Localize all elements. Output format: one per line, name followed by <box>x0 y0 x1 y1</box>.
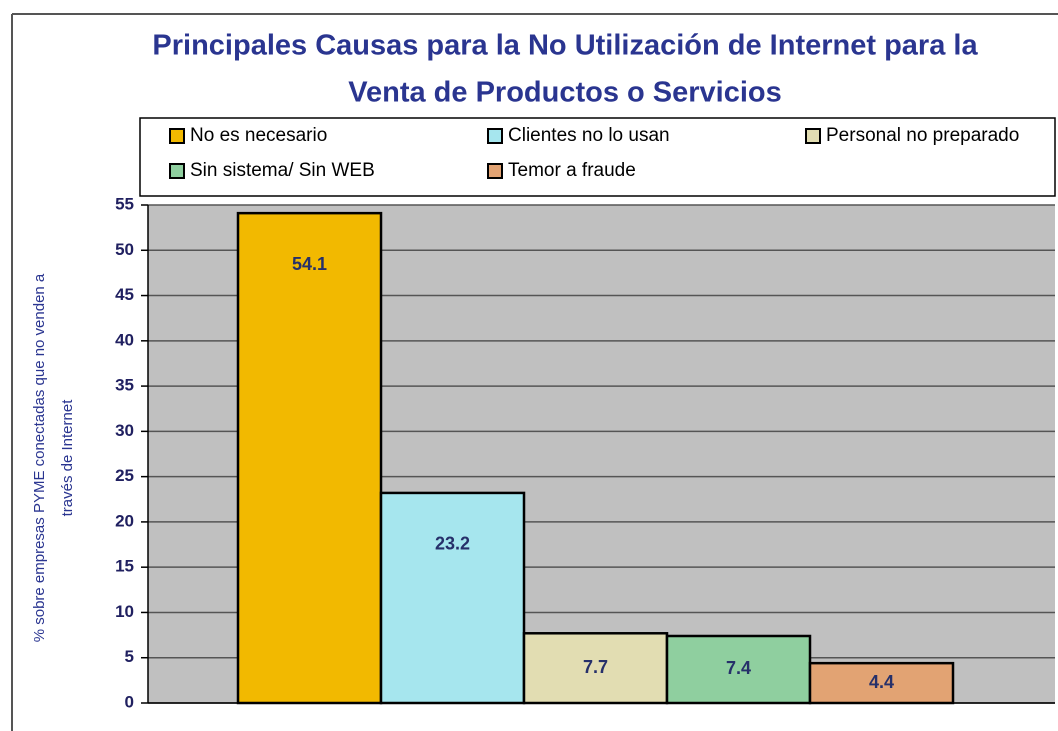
legend-label: Clientes no lo usan <box>508 125 670 146</box>
legend-marker <box>487 128 503 144</box>
value-label: 7.7 <box>583 657 608 677</box>
y-tick-label: 0 <box>125 692 134 711</box>
legend-label: No es necesario <box>190 125 327 146</box>
legend-marker <box>169 163 185 179</box>
legend-label: Temor a fraude <box>508 160 636 181</box>
value-label: 54.1 <box>292 254 327 274</box>
bar <box>379 491 526 705</box>
y-tick-label: 10 <box>115 602 134 621</box>
y-axis-label-line: % sobre empresas PYME conectadas que no … <box>31 273 48 642</box>
value-label: 23.2 <box>435 534 470 554</box>
bar <box>808 661 955 705</box>
legend-label: Personal no preparado <box>826 125 1019 146</box>
y-tick-label: 30 <box>115 421 134 440</box>
chart-title: Principales Causas para la No Utilizació… <box>152 30 978 62</box>
legend-box <box>139 117 1056 197</box>
value-label: 4.4 <box>869 672 894 692</box>
legend-marker <box>487 163 503 179</box>
y-tick-label: 20 <box>115 511 134 530</box>
y-tick-label: 5 <box>125 647 134 666</box>
y-tick-label: 35 <box>115 376 134 395</box>
y-tick-label: 55 <box>115 194 134 213</box>
y-tick-label: 15 <box>115 557 134 576</box>
y-axis-label-line: través de Internet <box>59 399 76 517</box>
y-tick-label: 25 <box>115 466 134 485</box>
legend-label: Sin sistema/ Sin WEB <box>190 160 375 181</box>
legend-marker <box>805 128 821 144</box>
bar <box>665 634 812 705</box>
legend-marker <box>169 128 185 144</box>
value-label: 7.4 <box>726 658 751 678</box>
chart-title: Venta de Productos o Servicios <box>348 77 782 109</box>
bar <box>236 211 383 705</box>
y-tick-label: 40 <box>115 330 134 349</box>
y-tick-label: 50 <box>115 240 134 259</box>
y-tick-label: 45 <box>115 285 134 304</box>
y-axis-label: % sobre empresas PYME conectadas que no … <box>31 273 76 642</box>
